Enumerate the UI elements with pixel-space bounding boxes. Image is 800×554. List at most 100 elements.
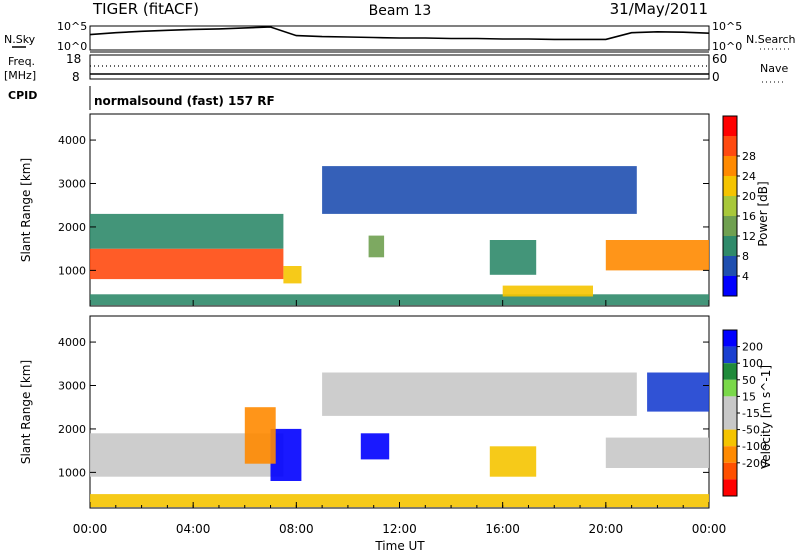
- ytick-label: 2000: [58, 221, 86, 234]
- power-colorbar-swatch: [723, 156, 737, 176]
- power-echo-region-3: [368, 235, 385, 258]
- nsky-series-line: [89, 26, 710, 41]
- power-colorbar-frame: [722, 115, 738, 297]
- power-colorbar-tick-label: 20: [742, 190, 756, 203]
- velocity-colorbar-tick-label: 100: [742, 357, 763, 370]
- station-title: TIGER (fitACF): [92, 0, 199, 18]
- velocity-colorbar-swatch: [723, 462, 737, 480]
- xtick-label: 00:00: [73, 522, 108, 536]
- nave-tick-top: 60: [712, 52, 727, 66]
- ytick-label: 3000: [58, 178, 86, 191]
- velocity-colorbar-swatch: [723, 396, 737, 413]
- velocity-y-label: Slant Range [km]: [19, 360, 33, 464]
- nsky-label: N.Sky: [4, 33, 36, 46]
- power-echo-region-0: [90, 248, 284, 280]
- power-echo-region-7: [90, 294, 709, 306]
- xtick-label: 16:00: [485, 522, 520, 536]
- power-colorbar-swatch: [723, 236, 737, 256]
- power-colorbar-swatch: [723, 216, 737, 236]
- velocity-colorbar-tick-label: -100: [742, 440, 767, 453]
- velocity-colorbar: 200 100 50 15 -15 -50 -100 -200: [722, 329, 767, 497]
- velocity-echo-region-6: [605, 437, 709, 468]
- nsearch-label: N.Search: [746, 33, 796, 46]
- power-colorbar-swatch: [723, 116, 737, 136]
- velocity-echo-region-3: [360, 433, 390, 460]
- power-colorbar-swatch: [723, 196, 737, 216]
- time-x-axis: 00:00 04:00 08:00 12:00 16:00 20:00 00:00: [73, 300, 727, 536]
- beam-title: Beam 13: [369, 3, 432, 19]
- ytick-label: 4000: [58, 134, 86, 147]
- power-echo-region-5: [322, 166, 637, 214]
- velocity-colorbar-swatch: [723, 346, 737, 364]
- power-colorbar-tick-label: 16: [742, 210, 756, 223]
- velocity-colorbar-tick-label: 15: [742, 390, 756, 403]
- xtick-label: 08:00: [279, 522, 314, 536]
- power-y-label: Slant Range [km]: [19, 158, 33, 262]
- velocity-colorbar-swatch: [723, 429, 737, 447]
- velocity-echo-region-4: [322, 372, 637, 416]
- date-title: 31/May/2011: [610, 0, 708, 18]
- velocity-echo-region-5: [489, 446, 537, 477]
- power-echo-region-4: [489, 240, 537, 275]
- ytick-label: 1000: [58, 466, 86, 479]
- velocity-echo-layer: [90, 372, 709, 508]
- cpid-text: normalsound (fast) 157 RF: [94, 94, 275, 108]
- freq-tick-top: 18: [66, 52, 81, 66]
- velocity-echo-region-8: [90, 494, 709, 508]
- power-y-axis: 1000 2000 3000 4000: [58, 134, 709, 277]
- power-colorbar-tick-label: 12: [742, 230, 756, 243]
- xtick-label: 04:00: [176, 522, 211, 536]
- power-panel: [89, 113, 710, 307]
- velocity-echo-region-2: [244, 407, 276, 464]
- velocity-panel: [89, 315, 710, 509]
- nsky-right-tick-bottom: 10^0: [712, 40, 742, 53]
- freq-tick-bottom: 8: [72, 70, 80, 84]
- velocity-colorbar-label: Velocity [m s^-1]: [759, 365, 773, 469]
- velocity-echo-region-7: [647, 372, 709, 412]
- x-axis-label: Time UT: [374, 539, 425, 553]
- nsky-right-tick-top: 10^5: [712, 20, 742, 33]
- power-colorbar-swatch: [723, 276, 737, 296]
- velocity-colorbar-swatch: [723, 379, 737, 397]
- nsky-tick-top: 10^5: [57, 20, 87, 33]
- velocity-colorbar-tick-label: 50: [742, 374, 756, 387]
- velocity-colorbar-tick-label: 200: [742, 341, 763, 354]
- xtick-label: 12:00: [382, 522, 417, 536]
- power-colorbar-swatch: [723, 136, 737, 156]
- velocity-colorbar-swatch: [723, 446, 737, 463]
- velocity-colorbar-swatch: [723, 330, 737, 347]
- velocity-colorbar-swatch: [723, 479, 737, 496]
- ytick-label: 1000: [58, 264, 86, 277]
- freq-unit: [MHz]: [4, 69, 36, 82]
- velocity-colorbar-swatch: [723, 413, 737, 430]
- power-echo-layer: [90, 166, 709, 306]
- velocity-colorbar-tick-label: -15: [742, 407, 760, 420]
- power-colorbar-label: Power [dB]: [756, 181, 770, 246]
- ytick-label: 4000: [58, 336, 86, 349]
- freq-label: Freq.: [8, 55, 35, 68]
- power-colorbar-tick-label: 28: [742, 150, 756, 163]
- ytick-label: 3000: [58, 380, 86, 393]
- power-colorbar-swatch: [723, 256, 737, 276]
- velocity-colorbar-swatch: [723, 363, 737, 380]
- xtick-label: 20:00: [589, 522, 624, 536]
- power-echo-region-6: [605, 240, 709, 271]
- velocity-colorbar-tick-label: -50: [742, 424, 760, 437]
- cpid-label: CPID: [8, 89, 37, 102]
- nave-tick-bottom: 0: [712, 70, 720, 84]
- ytick-label: 2000: [58, 423, 86, 436]
- power-colorbar-tick-label: 8: [742, 250, 749, 263]
- nsky-tick-bottom: 10^0: [57, 40, 87, 53]
- freq-panel: [89, 54, 710, 80]
- power-colorbar: 4 8 12 16 20 24 28: [722, 115, 756, 297]
- power-echo-region-2: [283, 266, 302, 284]
- nave-label: Nave: [760, 62, 788, 75]
- power-colorbar-tick-label: 4: [742, 270, 749, 283]
- power-colorbar-tick-label: 24: [742, 170, 756, 183]
- power-echo-region-8: [502, 285, 593, 297]
- velocity-y-axis: 1000 2000 3000 4000: [58, 336, 709, 479]
- xtick-label: 00:00: [692, 522, 727, 536]
- velocity-colorbar-tick-label: -200: [742, 457, 767, 470]
- nsky-panel: [89, 25, 710, 53]
